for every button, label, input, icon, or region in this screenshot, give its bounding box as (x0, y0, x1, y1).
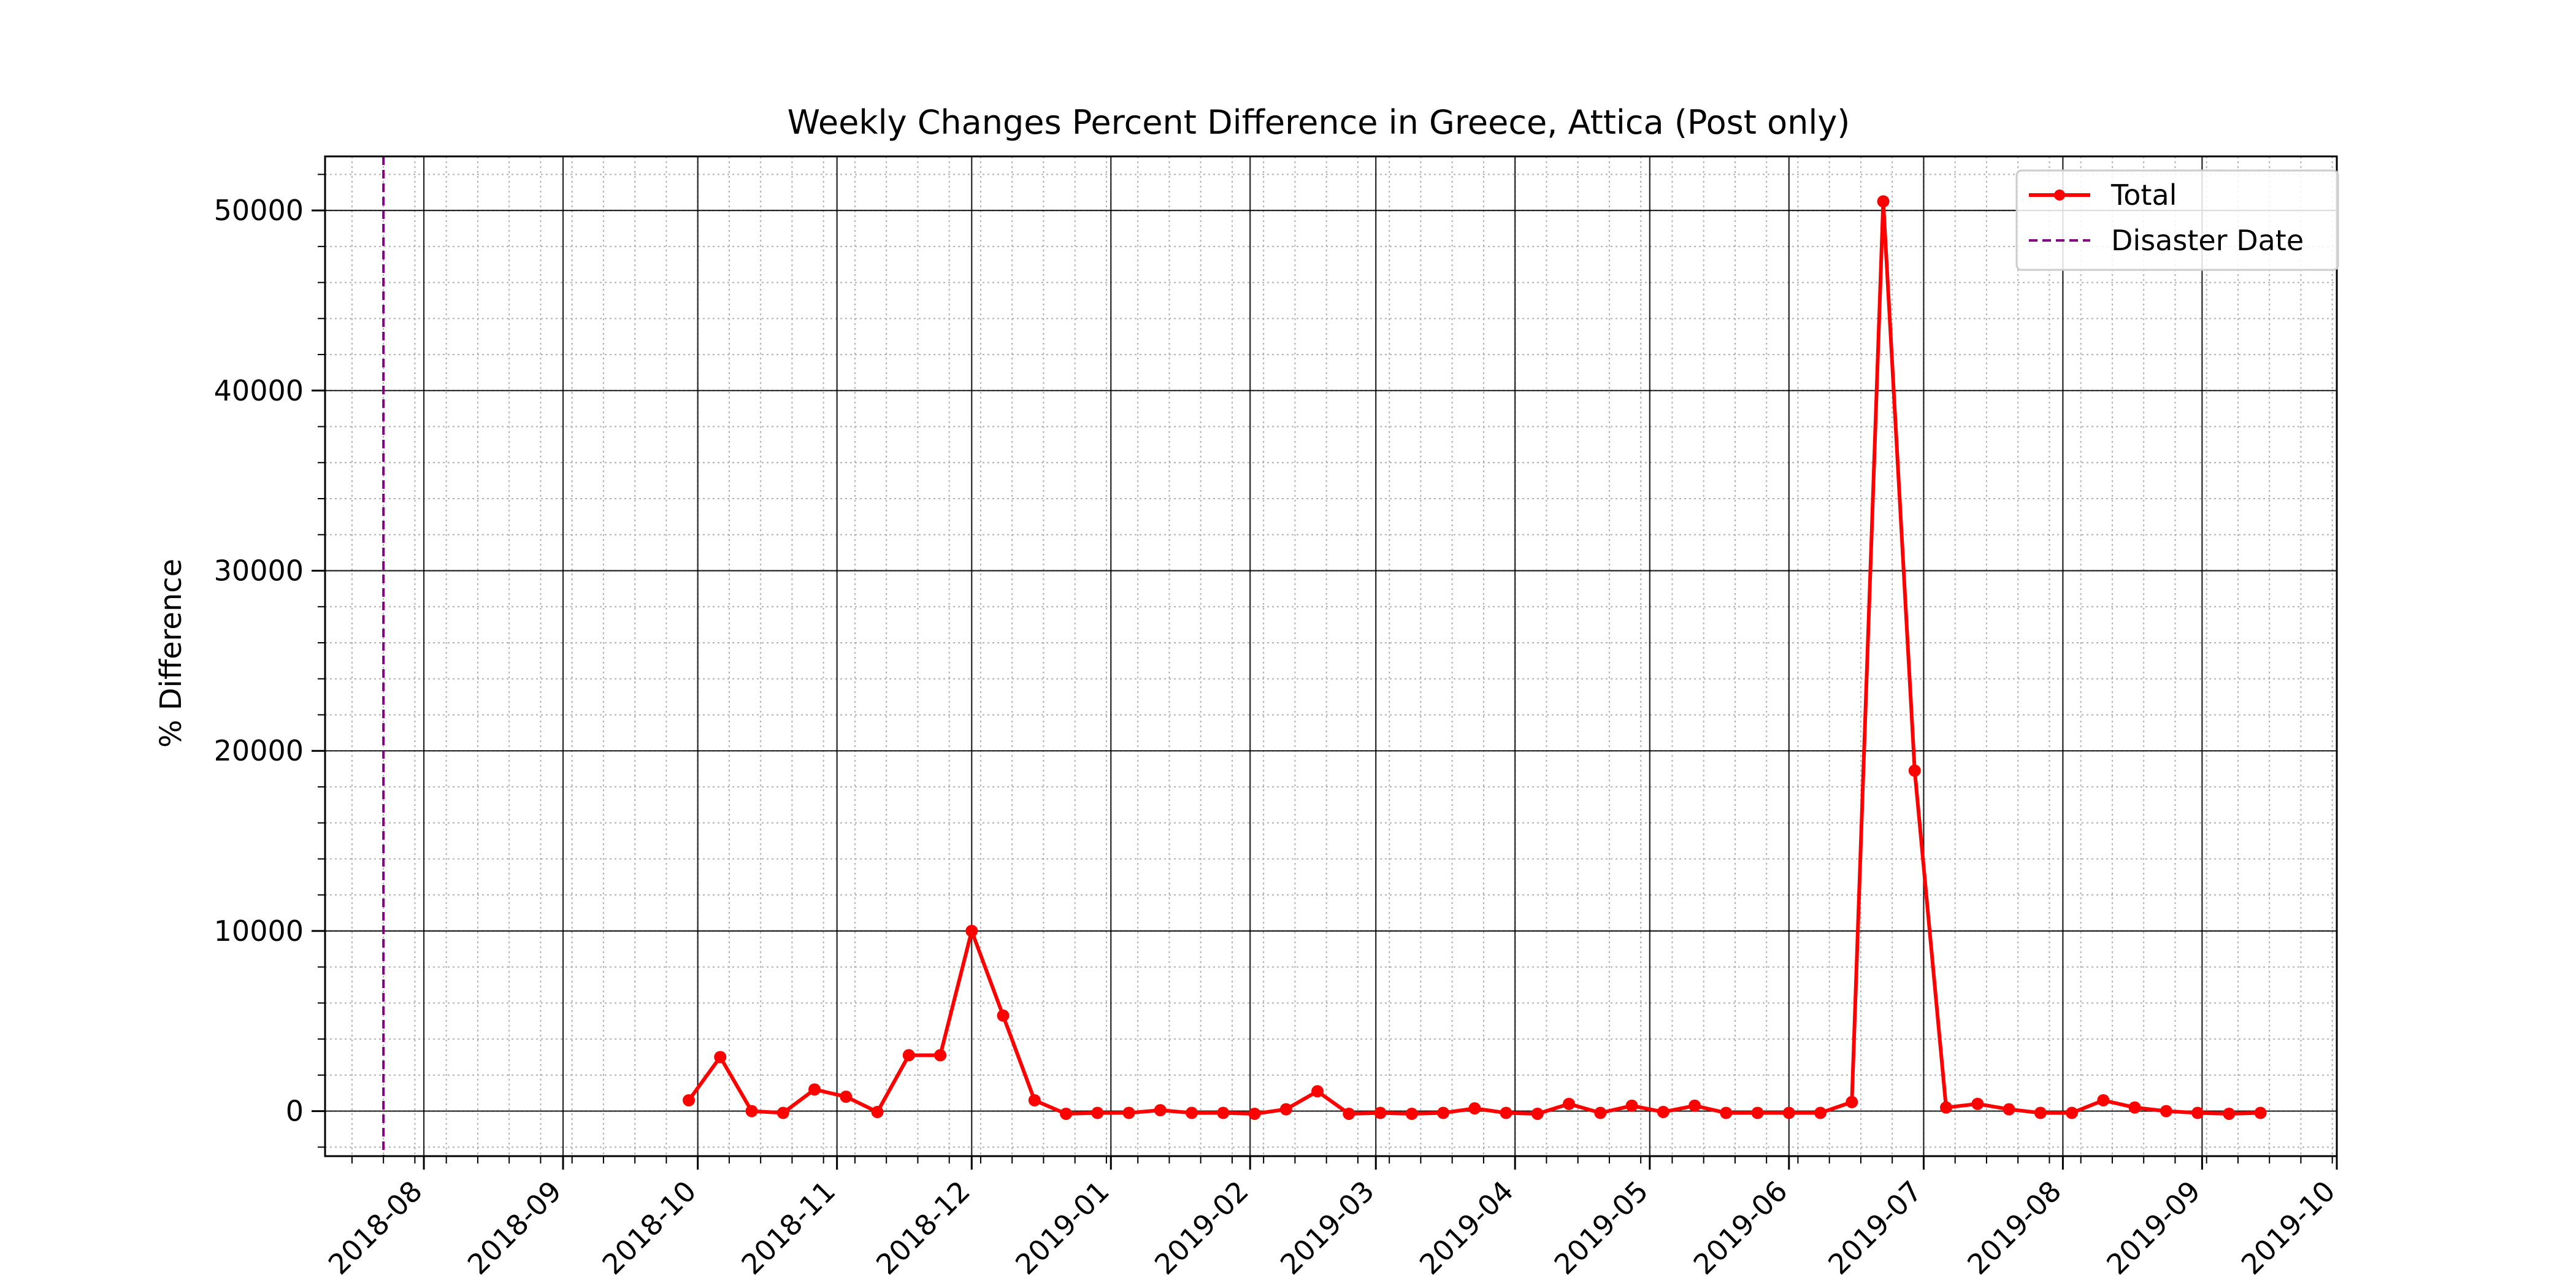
total-data-point (1279, 1103, 1292, 1116)
total-data-point (2003, 1103, 2015, 1116)
total-data-point (997, 1009, 1010, 1022)
total-data-point (1500, 1106, 1512, 1119)
total-data-point (1625, 1099, 1638, 1112)
minor-grid (325, 156, 2337, 1156)
x-tick-label: 2019-08 (1961, 1175, 2068, 1281)
total-data-point (902, 1049, 915, 1062)
x-tick-label: 2019-09 (2100, 1175, 2207, 1281)
tick-marks (312, 174, 2338, 1170)
total-data-point (1248, 1107, 1261, 1120)
plot-frame (324, 155, 2338, 1157)
total-data-point (1971, 1097, 1984, 1110)
total-data-point (2128, 1101, 2141, 1114)
total-data-point (808, 1083, 821, 1096)
chart-title: Weekly Changes Percent Difference in Gre… (788, 103, 1850, 142)
total-data-point (714, 1051, 727, 1064)
legend-total-label: Total (2110, 178, 2177, 212)
legend: Total Disaster Date (2015, 169, 2339, 271)
series-layer (683, 195, 2267, 1120)
total-data-point (1437, 1106, 1450, 1119)
x-tick-label: 2019-01 (1009, 1175, 1116, 1281)
total-data-point (2254, 1106, 2267, 1119)
total-data-point (2066, 1106, 2079, 1119)
total-data-point (1343, 1107, 1355, 1120)
total-data-point (2097, 1094, 2110, 1106)
total-data-point (1814, 1106, 1827, 1119)
y-tick-label: 50000 (214, 194, 304, 227)
total-data-point (683, 1094, 696, 1106)
total-data-point (1060, 1107, 1073, 1120)
total-data-point (1311, 1085, 1324, 1098)
y-tick-label: 40000 (214, 374, 304, 407)
x-tick-label: 2018-10 (596, 1175, 702, 1281)
total-data-point (2034, 1106, 2047, 1119)
x-tick-label: 2019-04 (1413, 1175, 1520, 1281)
total-data-point (871, 1106, 884, 1119)
x-tick-label: 2018-08 (322, 1175, 429, 1281)
x-tick-labels: 2018-08 2018-09 2018-10 2018-11 2018-12 2019-… (322, 1175, 2342, 1281)
x-tick-label: 2018-11 (735, 1175, 841, 1281)
legend-frame (2015, 169, 2339, 271)
total-data-point (965, 924, 978, 937)
total-data-point (1751, 1106, 1764, 1119)
total-data-point (1782, 1106, 1795, 1119)
x-tick-label: 2019-03 (1274, 1175, 1381, 1281)
total-data-point (1028, 1094, 1041, 1106)
total-data-point (1405, 1107, 1418, 1120)
total-data-point (1374, 1106, 1387, 1119)
x-tick-label: 2019-10 (2235, 1175, 2342, 1281)
total-data-point (1563, 1097, 1576, 1110)
y-tick-labels: 0 10000 20000 30000 40000 50000 (214, 194, 304, 1127)
total-data-point (1720, 1106, 1733, 1119)
y-tick-label: 30000 (214, 554, 304, 587)
legend-total-marker (2054, 190, 2065, 201)
total-data-point (2223, 1107, 2236, 1120)
total-data-point (1940, 1101, 1953, 1114)
x-tick-label: 2018-09 (461, 1175, 568, 1281)
x-tick-label: 2019-05 (1548, 1175, 1655, 1281)
major-grid (325, 156, 2338, 1156)
total-data-point (745, 1105, 758, 1117)
y-tick-label: 0 (286, 1095, 304, 1128)
x-tick-label: 2019-07 (1822, 1175, 1928, 1281)
total-data-point (1657, 1106, 1669, 1119)
total-data-point (2160, 1105, 2172, 1117)
total-data-point (1091, 1106, 1104, 1119)
y-tick-label: 20000 (214, 734, 304, 767)
total-data-point (1217, 1106, 1230, 1119)
x-tick-label: 2018-12 (870, 1175, 976, 1281)
total-data-point (1846, 1095, 1858, 1108)
total-data-point (776, 1106, 789, 1119)
total-series-line (687, 199, 2261, 1116)
axes-layer (324, 155, 2338, 1157)
total-data-point (840, 1091, 853, 1103)
total-data-point (1877, 195, 1890, 208)
total-data-point (2191, 1106, 2204, 1119)
total-data-point (1908, 764, 1921, 777)
total-data-point (1531, 1107, 1544, 1120)
total-data-point (1468, 1102, 1481, 1115)
y-axis-label: % Difference (154, 559, 188, 748)
total-data-point (934, 1049, 947, 1062)
total-data-point (1689, 1099, 1701, 1112)
total-data-point (1122, 1106, 1135, 1119)
total-data-point (1594, 1106, 1607, 1119)
total-data-point (1186, 1106, 1198, 1119)
legend-disaster-label: Disaster Date (2111, 224, 2304, 257)
x-tick-label: 2019-02 (1148, 1175, 1255, 1281)
x-tick-label: 2019-06 (1687, 1175, 1793, 1281)
total-data-point (1154, 1104, 1167, 1117)
y-tick-label: 10000 (214, 914, 304, 948)
